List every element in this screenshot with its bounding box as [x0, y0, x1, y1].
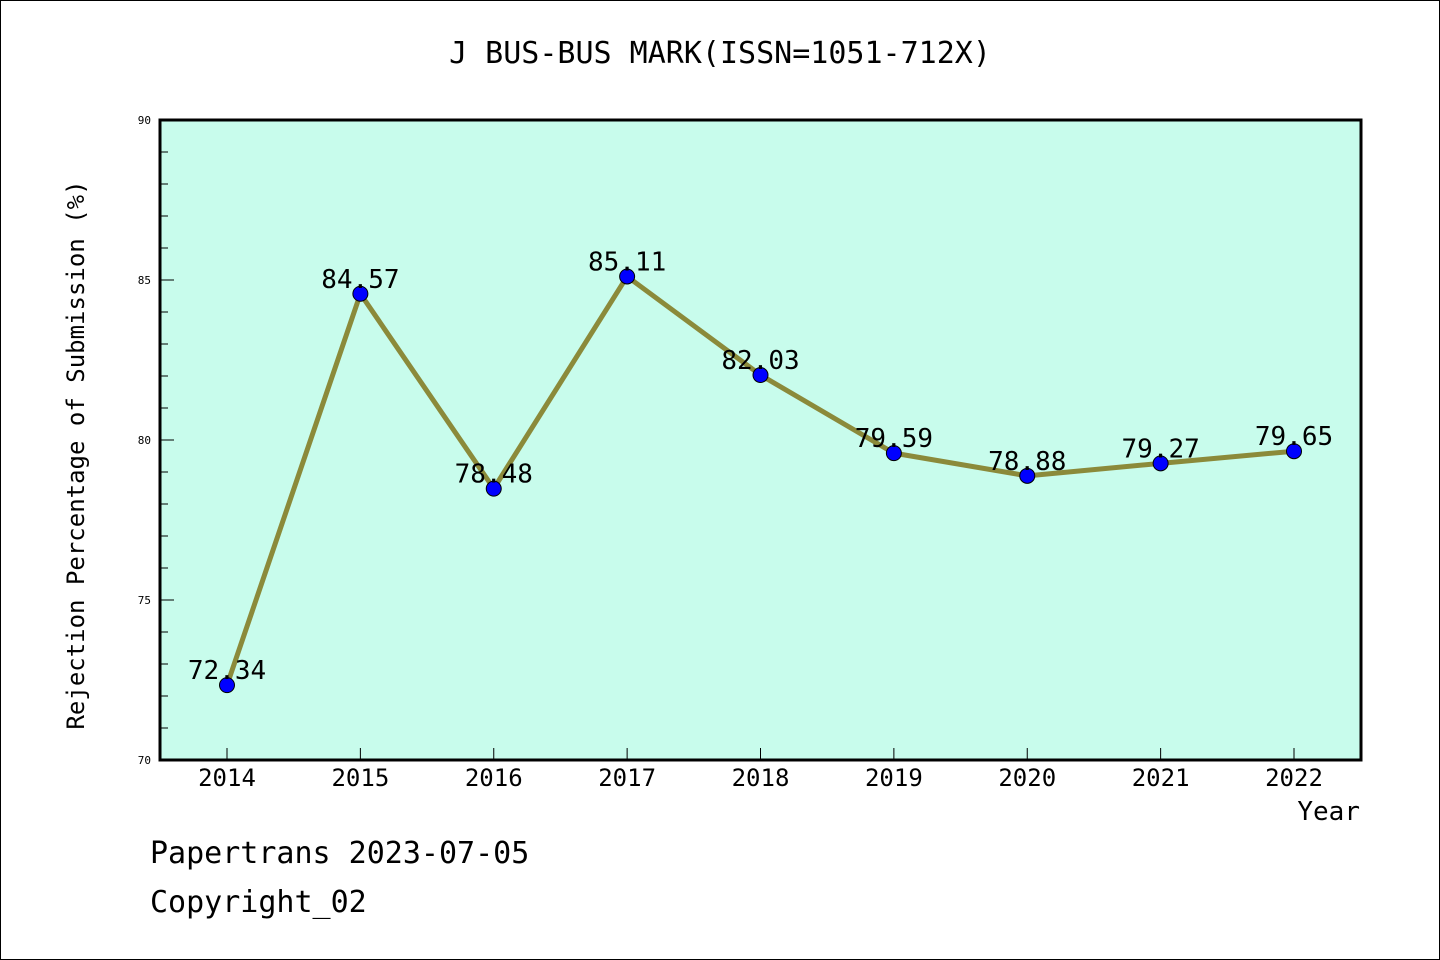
- data-point: [752, 367, 769, 384]
- data-point: [619, 268, 636, 285]
- data-label: 79.27: [1121, 434, 1199, 464]
- footer-copyright: Copyright_02: [150, 885, 367, 920]
- data-point: [1019, 467, 1036, 484]
- y-axis-ticks: 70 75 80 85 90: [138, 114, 174, 767]
- x-axis-label: Year: [1297, 797, 1360, 827]
- x-tick-label: 2021: [1132, 764, 1190, 792]
- data-label: 72.34: [188, 656, 266, 686]
- data-labels: 72.34 84.57 78.48 85.11 82.03 79.59 78.88 79.27…: [188, 247, 1333, 686]
- data-label: 78.88: [988, 447, 1066, 477]
- x-tick-label: 2022: [1265, 764, 1323, 792]
- data-label: 79.59: [855, 424, 933, 454]
- data-label: 85.11: [588, 247, 666, 277]
- plot-area: [158, 118, 1363, 762]
- x-axis-ticks: 2014 2015 2016 2017 2018 2019 2020 2021 2022: [198, 748, 1323, 792]
- y-tick-label: 80: [138, 434, 151, 447]
- data-point: [1286, 443, 1302, 460]
- x-tick-label: 2016: [465, 764, 523, 792]
- y-tick-label: 85: [138, 274, 151, 287]
- data-label: 79.65: [1255, 422, 1333, 452]
- data-label: 84.57: [321, 265, 399, 295]
- data-point: [1152, 455, 1169, 472]
- x-tick-label: 2015: [331, 764, 389, 792]
- footer-source: Papertrans 2023-07-05: [150, 836, 530, 871]
- y-tick-label: 75: [138, 594, 151, 607]
- x-tick-label: 2014: [198, 764, 256, 792]
- series-markers: [219, 268, 1302, 694]
- data-point: [219, 677, 235, 694]
- x-tick-label: 2017: [598, 764, 656, 792]
- data-point: [485, 480, 502, 497]
- x-tick-label: 2018: [732, 764, 790, 792]
- y-tick-label: 90: [138, 114, 151, 127]
- data-label: 78.48: [455, 460, 533, 490]
- data-label: 82.03: [721, 346, 799, 376]
- data-point: [352, 285, 369, 302]
- chart-title: J BUS-BUS MARK(ISSN=1051-712X): [449, 36, 991, 71]
- y-axis-label: Rejection Percentage of Submission (%): [62, 180, 90, 729]
- y-tick-label: 70: [138, 754, 151, 767]
- x-tick-label: 2020: [998, 764, 1056, 792]
- data-point: [885, 445, 902, 462]
- x-tick-label: 2019: [865, 764, 923, 792]
